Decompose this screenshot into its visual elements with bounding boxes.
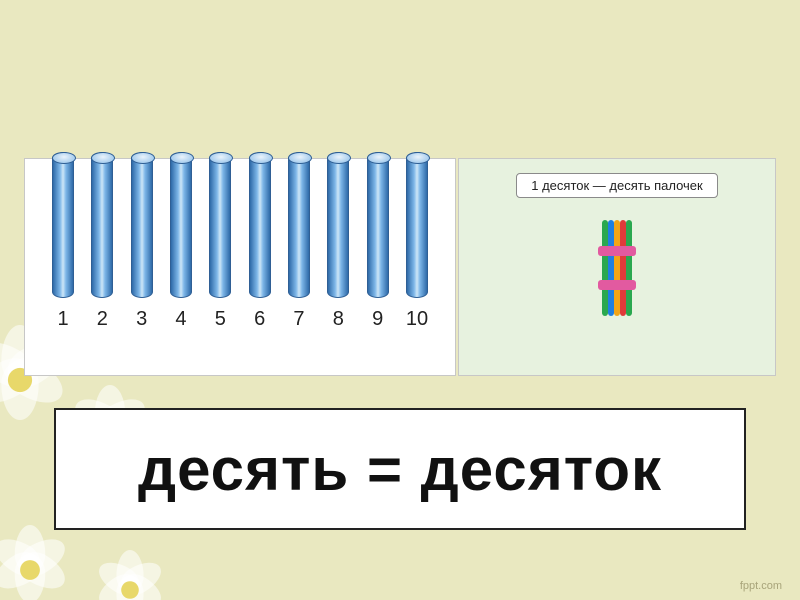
stick-column: 8 <box>320 152 356 331</box>
bundle-graphic <box>602 220 632 316</box>
stick-icon <box>249 152 271 298</box>
stick-column: 4 <box>163 152 199 331</box>
stick-column: 6 <box>242 152 278 331</box>
stick-label: 6 <box>254 308 265 331</box>
stick-label: 3 <box>136 308 147 331</box>
stick-label: 8 <box>333 308 344 331</box>
equation-box: десять = десяток <box>54 408 746 530</box>
bundle-band <box>598 246 636 256</box>
stick-icon <box>170 152 192 298</box>
stick-icon <box>367 152 389 298</box>
stick-label: 9 <box>372 308 383 331</box>
flower-icon <box>0 525 75 600</box>
stick-label: 4 <box>175 308 186 331</box>
sticks-row: 1 2 3 4 5 6 7 8 9 10 <box>37 175 443 331</box>
stick-icon <box>131 152 153 298</box>
stick-icon <box>327 152 349 298</box>
stick-label: 1 <box>57 308 68 331</box>
equation-text: десять = десяток <box>138 435 662 504</box>
stick-column: 2 <box>84 152 120 331</box>
stick-column: 1 <box>45 152 81 331</box>
stick-label: 10 <box>406 308 428 331</box>
stick-column: 5 <box>202 152 238 331</box>
stick-icon <box>209 152 231 298</box>
stick-column: 9 <box>360 152 396 331</box>
bundle-caption: 1 десяток — десять палочек <box>516 173 717 198</box>
stick-icon <box>52 152 74 298</box>
stick-icon <box>406 152 428 298</box>
bundle-band <box>598 280 636 290</box>
sticks-panel: 1 2 3 4 5 6 7 8 9 10 <box>24 158 456 376</box>
stick-column: 3 <box>124 152 160 331</box>
stick-column: 10 <box>399 152 435 331</box>
stick-label: 2 <box>97 308 108 331</box>
bundle-panel: 1 десяток — десять палочек <box>458 158 776 376</box>
stick-label: 7 <box>293 308 304 331</box>
stick-icon <box>91 152 113 298</box>
flower-icon <box>90 550 170 600</box>
stick-column: 7 <box>281 152 317 331</box>
stick-icon <box>288 152 310 298</box>
slide: 1 2 3 4 5 6 7 8 9 10 1 десяток — десять палочек д… <box>0 0 800 600</box>
bundle-stick <box>626 220 632 316</box>
footer-link: fppt.com <box>740 580 782 592</box>
stick-label: 5 <box>215 308 226 331</box>
